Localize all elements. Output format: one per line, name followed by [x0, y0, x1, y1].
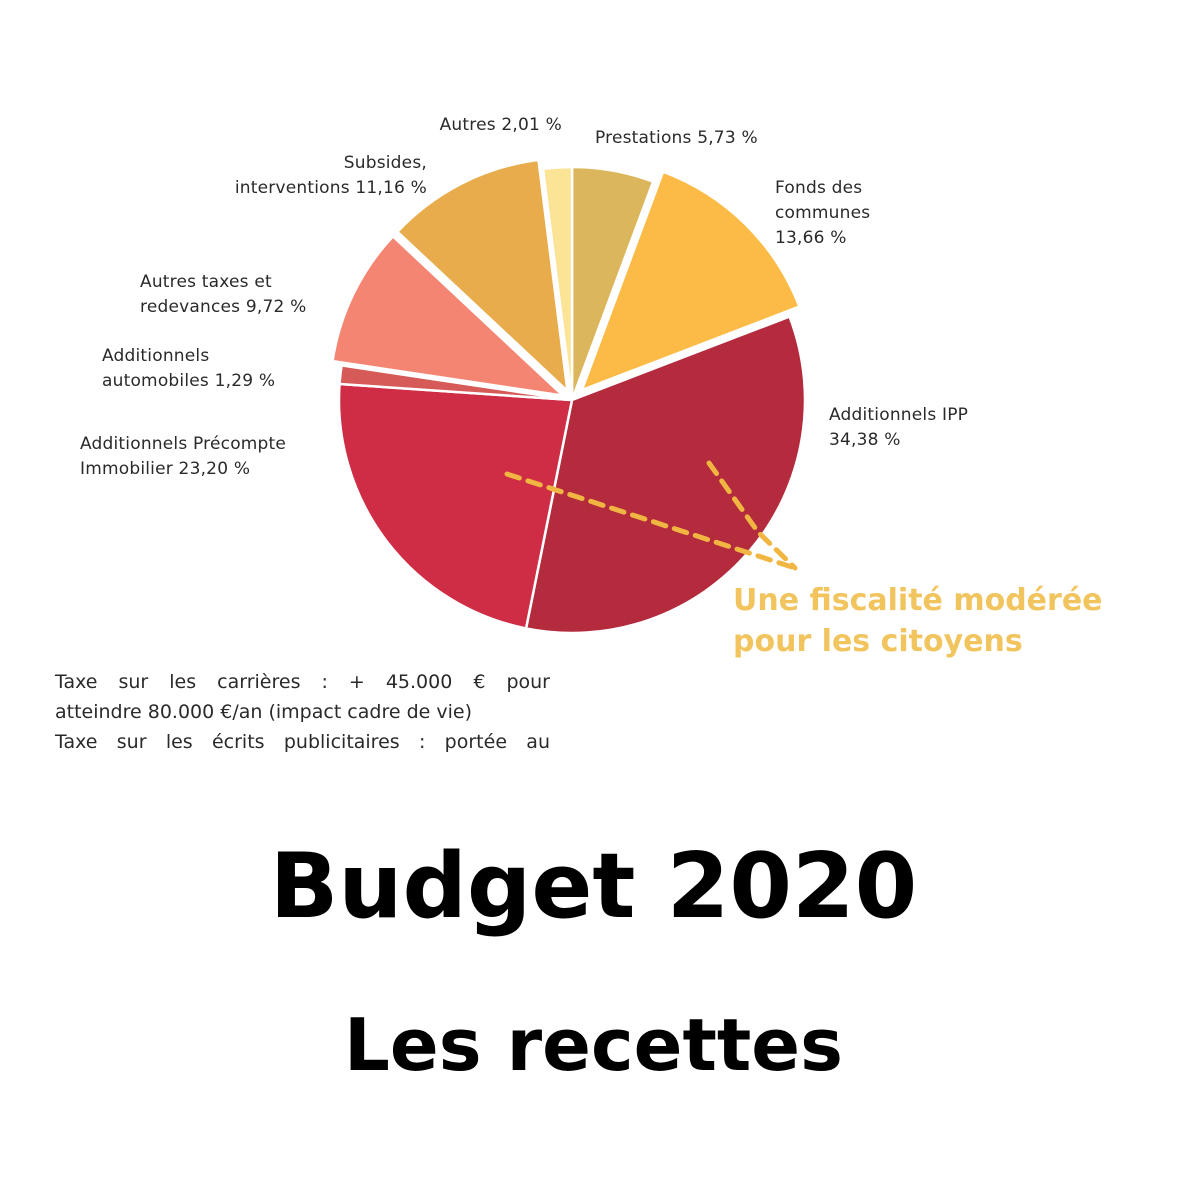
label-subsides: Subsides, interventions 11,16 % [234, 153, 427, 198]
callout-arrows [504, 460, 798, 571]
pie-chart [331, 158, 807, 635]
pie-slice-fonds-communes [580, 170, 801, 392]
footnote-line-2: atteindre 80.000 €/an (impact cadre de v… [55, 701, 472, 723]
label-autres: Autres 2,01 % [439, 115, 562, 135]
label-prestations: Prestations 5,73 % [595, 128, 758, 148]
callout-arrow-left [504, 471, 798, 571]
pie-slice-autres [541, 165, 574, 402]
callout-text: Une fiscalité modérée pour les citoyens [733, 583, 1103, 659]
label-precompte-immobilier: Additionnels Précompte Immobilier 23,20 … [80, 434, 287, 479]
footnote: Taxe sur les carrières : + 45.000 € pour… [55, 667, 550, 757]
page-subtitle: Les recettes [343, 1003, 843, 1087]
footnote-line-3: Taxe sur les écrits publicitaires : port… [55, 731, 550, 753]
pie-slice-precompte-immobilier [337, 382, 574, 630]
label-fonds-communes: Fonds des communes 13,66 % [775, 178, 871, 248]
label-autres-taxes: Autres taxes et redevances 9,72 % [140, 272, 307, 317]
pie-slice-autres-taxes [331, 235, 565, 397]
pie-slice-additionnels-automobiles [338, 364, 574, 402]
label-additionnels-automobiles: Additionnels automobiles 1,29 % [102, 346, 276, 391]
label-additionnels-ipp: Additionnels IPP 34,38 % [829, 405, 969, 450]
page-title: Budget 2020 [269, 834, 918, 939]
callout-arrow-right [706, 460, 798, 571]
pie-slice-additionnels-ipp [524, 315, 807, 635]
footnote-line-1: Taxe sur les carrières : + 45.000 € pour [55, 671, 550, 693]
pie-slice-subsides [396, 158, 569, 393]
